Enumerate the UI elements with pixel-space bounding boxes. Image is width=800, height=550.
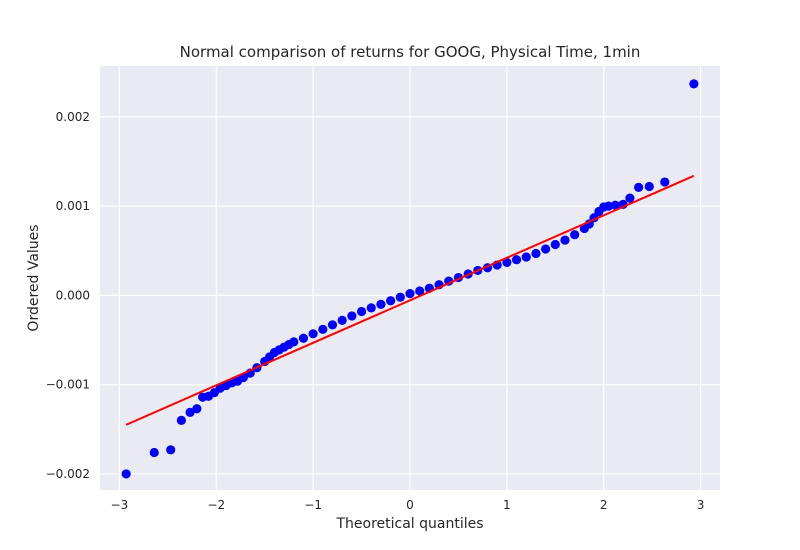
x-tick-label: −2	[207, 498, 225, 512]
data-point	[327, 320, 338, 330]
data-point	[550, 239, 560, 250]
data-point	[502, 257, 512, 267]
y-tick-label: −0.002	[46, 467, 90, 481]
y-tick-label: 0.000	[56, 288, 90, 302]
data-point	[308, 329, 318, 339]
data-point	[610, 200, 620, 210]
x-tick-label: 2	[600, 498, 608, 512]
data-point	[531, 248, 541, 259]
data-point	[376, 299, 386, 309]
y-tick-label: −0.001	[46, 378, 90, 392]
data-point	[386, 296, 396, 306]
y-tick-label: 0.002	[56, 110, 90, 124]
data-point	[318, 324, 328, 334]
data-point	[149, 447, 159, 458]
data-point	[176, 415, 186, 425]
data-point	[347, 311, 357, 321]
data-point	[298, 333, 309, 343]
y-axis-label: Ordered Values	[26, 224, 42, 331]
chart-title: Normal comparison of returns for GOOG, P…	[180, 43, 641, 61]
data-point	[660, 177, 670, 187]
data-point	[625, 193, 635, 203]
data-point	[689, 79, 699, 89]
x-tick-label: −3	[111, 498, 129, 512]
data-point	[560, 235, 570, 245]
data-point	[511, 255, 522, 265]
tick-labels: −3 −2 −1 0 1 2 3 −0.002 −0.001 0.000 0.001 0.002	[46, 110, 705, 512]
data-point	[185, 407, 195, 417]
data-point	[541, 244, 551, 254]
data-point	[337, 315, 347, 325]
gridlines	[100, 66, 720, 490]
data-point	[192, 404, 202, 414]
data-point	[644, 181, 654, 192]
data-point	[521, 252, 531, 262]
x-tick-label: 3	[697, 498, 705, 512]
data-point	[121, 469, 131, 479]
data-point	[289, 337, 299, 347]
data-point	[634, 182, 644, 192]
data-point	[366, 303, 376, 313]
data-point	[166, 445, 176, 455]
data-point	[405, 289, 415, 299]
data-point	[415, 286, 425, 296]
data-point	[395, 292, 405, 302]
data-marks	[121, 79, 699, 479]
x-tick-label: −1	[304, 498, 322, 512]
x-tick-label: 0	[406, 498, 414, 512]
y-tick-label: 0.001	[56, 199, 90, 213]
data-point	[603, 201, 614, 211]
reference-line	[125, 174, 695, 426]
x-axis-label: Theoretical quantiles	[335, 516, 483, 532]
x-tick-label: 1	[503, 498, 511, 512]
data-point	[356, 306, 367, 317]
data-point	[570, 230, 580, 240]
